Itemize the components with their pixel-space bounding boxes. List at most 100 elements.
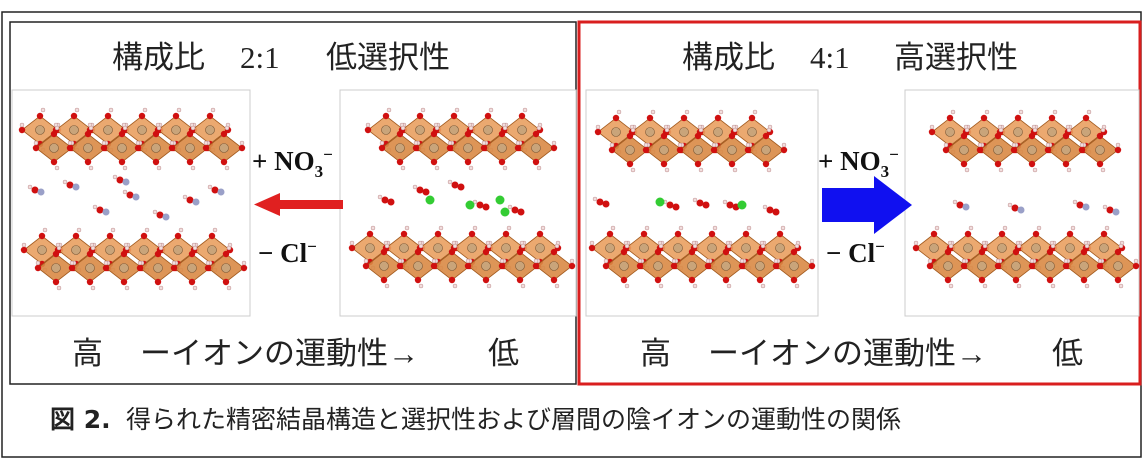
hydrogen-atom: [948, 283, 954, 289]
hydrogen-atom: [103, 260, 109, 266]
mobility-low: 低: [488, 336, 519, 371]
hydrogen-atom: [465, 258, 471, 264]
hydrogen-atom: [192, 245, 198, 251]
oxygen-atom: [978, 276, 986, 284]
hydrogen-atom: [438, 225, 444, 231]
hydrogen-atom: [33, 140, 39, 146]
oxygen-atom: [498, 158, 506, 166]
hydrogen-atom: [671, 258, 677, 264]
hydrogen-atom: [88, 125, 94, 131]
n-atom: [962, 203, 970, 211]
hydrogen-atom: [447, 140, 453, 146]
n-atom: [217, 188, 225, 196]
h-atom: [1007, 202, 1013, 208]
hydrogen-atom: [533, 258, 539, 264]
oxygen-atom: [646, 114, 654, 122]
oxygen-atom: [480, 144, 488, 152]
oxygen-atom: [86, 278, 94, 286]
oxygen-atom: [928, 128, 936, 136]
hydrogen-atom: [122, 125, 128, 131]
hydrogen-atom: [1016, 283, 1022, 289]
hydrogen-atom: [760, 283, 766, 289]
hydrogen-atom: [349, 240, 355, 246]
hydrogen-atom: [400, 165, 406, 171]
oxygen-atom: [756, 276, 764, 284]
metal-atom: [959, 145, 969, 155]
oxygen-atom: [722, 276, 730, 284]
metal-atom: [365, 243, 375, 253]
hydrogen-atom: [705, 258, 711, 264]
hydrogen-atom: [569, 258, 575, 264]
n-atom: [422, 188, 430, 196]
metal-atom: [549, 261, 559, 271]
hydrogen-atom: [88, 165, 94, 171]
oxygen-atom: [448, 276, 456, 284]
metal-atom: [977, 261, 987, 271]
hydrogen-atom: [69, 260, 75, 266]
hydrogen-atom: [472, 225, 478, 231]
oxygen-atom: [220, 158, 228, 166]
hydrogen-atom: [1097, 258, 1103, 264]
hydrogen-atom: [35, 260, 41, 266]
n-atom: [457, 183, 465, 191]
hydrogen-atom: [365, 122, 371, 128]
hydrogen-atom: [1066, 167, 1072, 173]
hydrogen-atom: [1115, 142, 1121, 148]
oxygen-atom: [32, 144, 40, 152]
hydrogen-atom: [226, 245, 232, 251]
oxygen-atom: [412, 144, 420, 152]
metal-atom: [645, 127, 655, 137]
n-atom: [72, 183, 80, 191]
oxygen-atom: [942, 146, 950, 154]
oxygen-atom: [68, 264, 76, 272]
oxygen-atom: [516, 276, 524, 284]
oxygen-atom: [222, 278, 230, 286]
hydrogen-atom: [1016, 243, 1022, 249]
oxygen-atom: [762, 160, 770, 168]
hydrogen-atom: [520, 283, 526, 289]
oxygen-atom: [50, 130, 58, 138]
chloride: [500, 207, 510, 217]
hydrogen-atom: [658, 243, 664, 249]
hydrogen-atom: [664, 127, 670, 133]
oxygen-atom: [642, 146, 650, 154]
n-atom: [1082, 203, 1090, 211]
o-atom: [156, 211, 164, 219]
metal-atom: [1031, 243, 1041, 253]
hydrogen-atom: [698, 167, 704, 173]
hydrogen-atom: [386, 107, 392, 113]
chloride: [737, 200, 747, 210]
oxygen-atom: [100, 144, 108, 152]
oxygen-atom: [714, 114, 722, 122]
hydrogen-atom: [452, 283, 458, 289]
oxygen-atom: [448, 248, 456, 256]
n-atom: [672, 203, 680, 211]
hydrogen-atom: [212, 227, 218, 233]
oxygen-atom: [976, 146, 984, 154]
metal-atom: [447, 261, 457, 271]
oxygen-atom: [380, 248, 388, 256]
metal-atom: [639, 243, 649, 253]
removed-ion: − Cl−: [258, 237, 317, 268]
hydrogen-atom: [712, 225, 718, 231]
o-atom: [116, 176, 124, 184]
hydrogen-atom: [809, 258, 815, 264]
oxygen-atom: [366, 230, 374, 238]
oxygen-atom: [1028, 132, 1036, 140]
hydrogen-atom: [739, 258, 745, 264]
oxygen-atom: [516, 248, 524, 256]
oxygen-atom: [430, 158, 438, 166]
h-atom: [412, 184, 418, 190]
oxygen-atom: [36, 112, 44, 120]
hydrogen-atom: [950, 109, 956, 115]
hydrogen-atom: [520, 243, 526, 249]
metal-atom: [71, 245, 81, 255]
hydrogen-atom: [773, 258, 779, 264]
metal-atom: [381, 125, 391, 135]
o-atom: [476, 201, 484, 209]
hydrogen-atom: [766, 167, 772, 173]
metal-atom: [49, 143, 59, 153]
hydrogen-atom: [948, 243, 954, 249]
metal-atom: [415, 125, 425, 135]
oxygen-atom: [998, 230, 1006, 238]
